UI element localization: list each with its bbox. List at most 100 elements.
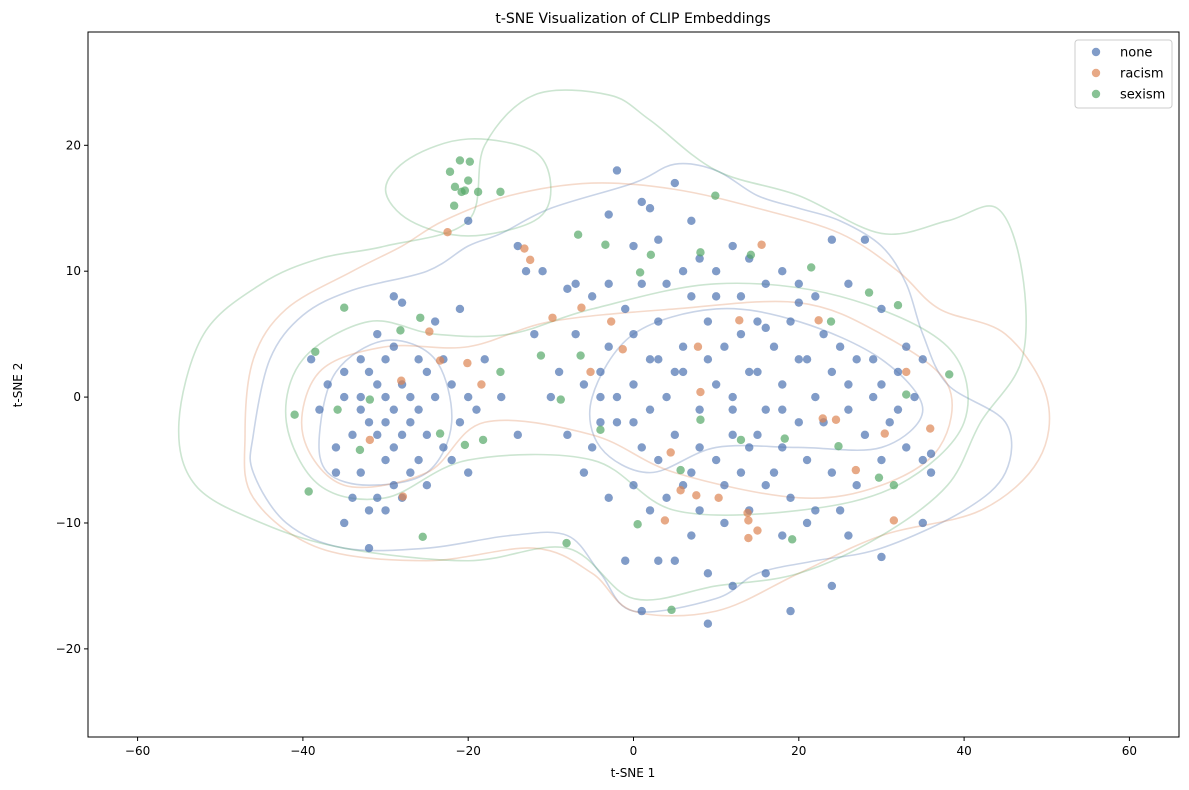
point-none [860, 235, 870, 244]
point-none [563, 430, 572, 440]
y-tick-label: 10 [66, 264, 81, 278]
point-sexism [646, 250, 656, 260]
point-racism [618, 345, 627, 354]
point-none [802, 355, 812, 364]
point-none [463, 468, 473, 477]
point-none [604, 493, 613, 503]
point-none [695, 443, 704, 452]
point-none [381, 506, 390, 515]
x-tick-label: 0 [630, 744, 638, 758]
point-none [703, 317, 713, 326]
point-none [835, 506, 845, 515]
contour-none [249, 162, 1013, 613]
point-sexism [340, 303, 349, 312]
y-tick-label: 0 [73, 390, 81, 404]
scatter-points [290, 156, 954, 628]
point-racism [880, 429, 889, 438]
point-none [472, 405, 481, 414]
point-none [687, 292, 696, 301]
point-sexism [460, 440, 470, 450]
point-none [455, 418, 465, 427]
point-none [323, 380, 332, 389]
point-sexism [304, 487, 313, 496]
point-sexism [396, 326, 405, 335]
point-none [827, 367, 837, 377]
point-none [654, 355, 663, 364]
point-none [637, 443, 646, 452]
point-none [678, 266, 688, 276]
point-racism [443, 227, 452, 237]
point-none [356, 405, 365, 414]
point-none [745, 367, 754, 377]
point-none [629, 418, 638, 427]
legend-box [1074, 39, 1173, 109]
point-none [356, 468, 365, 477]
point-none [645, 506, 655, 515]
point-none [579, 380, 589, 389]
point-sexism [460, 186, 470, 195]
point-racism [744, 516, 753, 525]
point-none [364, 418, 374, 427]
point-none [406, 418, 415, 427]
point-none [364, 367, 374, 377]
point-none [877, 455, 886, 465]
point-none [381, 455, 390, 465]
point-sexism [807, 263, 816, 272]
point-none [430, 392, 440, 402]
point-none [761, 323, 770, 333]
point-sexism [562, 538, 571, 548]
point-none [926, 468, 936, 477]
point-sexism [465, 157, 475, 166]
point-none [654, 455, 663, 465]
point-sexism [311, 347, 320, 356]
point-none [844, 380, 853, 389]
point-sexism [696, 415, 705, 424]
x-tick-label: 40 [956, 744, 971, 758]
point-sexism [601, 240, 610, 249]
point-none [761, 569, 770, 578]
point-sexism [333, 405, 342, 414]
point-sexism [893, 300, 903, 310]
point-sexism [556, 395, 565, 404]
point-sexism [496, 187, 505, 197]
point-none [720, 342, 729, 351]
point-none [918, 355, 927, 364]
point-sexism [787, 535, 797, 544]
point-none [414, 405, 423, 414]
point-none [720, 481, 729, 490]
point-none [373, 380, 382, 389]
point-none [893, 367, 903, 377]
x-tick-label: −20 [456, 744, 481, 758]
point-none [530, 329, 539, 339]
point-none [422, 481, 432, 490]
point-none [902, 443, 911, 452]
point-racism [660, 516, 670, 525]
point-none [373, 430, 382, 440]
point-none [761, 481, 770, 490]
point-racism [577, 303, 586, 312]
contour-sexism [284, 282, 969, 517]
x-tick-label: −60 [125, 744, 150, 758]
y-axis: −20 −10 0 10 20 [56, 138, 88, 656]
point-none [604, 210, 613, 219]
point-none [373, 493, 382, 503]
point-racism [902, 367, 911, 377]
point-none [430, 317, 440, 326]
point-none [497, 392, 506, 402]
point-none [687, 216, 696, 226]
contour-sexism [384, 138, 552, 237]
point-racism [520, 244, 529, 253]
point-none [381, 392, 390, 402]
point-none [373, 329, 382, 339]
contour-none [588, 307, 924, 474]
point-sexism [902, 390, 911, 399]
point-none [621, 556, 630, 565]
point-none [852, 355, 861, 364]
point-none [356, 355, 365, 364]
point-none [331, 468, 341, 477]
point-racism [814, 316, 823, 325]
point-none [629, 241, 638, 251]
point-none [678, 342, 688, 351]
point-racism [676, 486, 685, 495]
point-none [596, 392, 605, 402]
